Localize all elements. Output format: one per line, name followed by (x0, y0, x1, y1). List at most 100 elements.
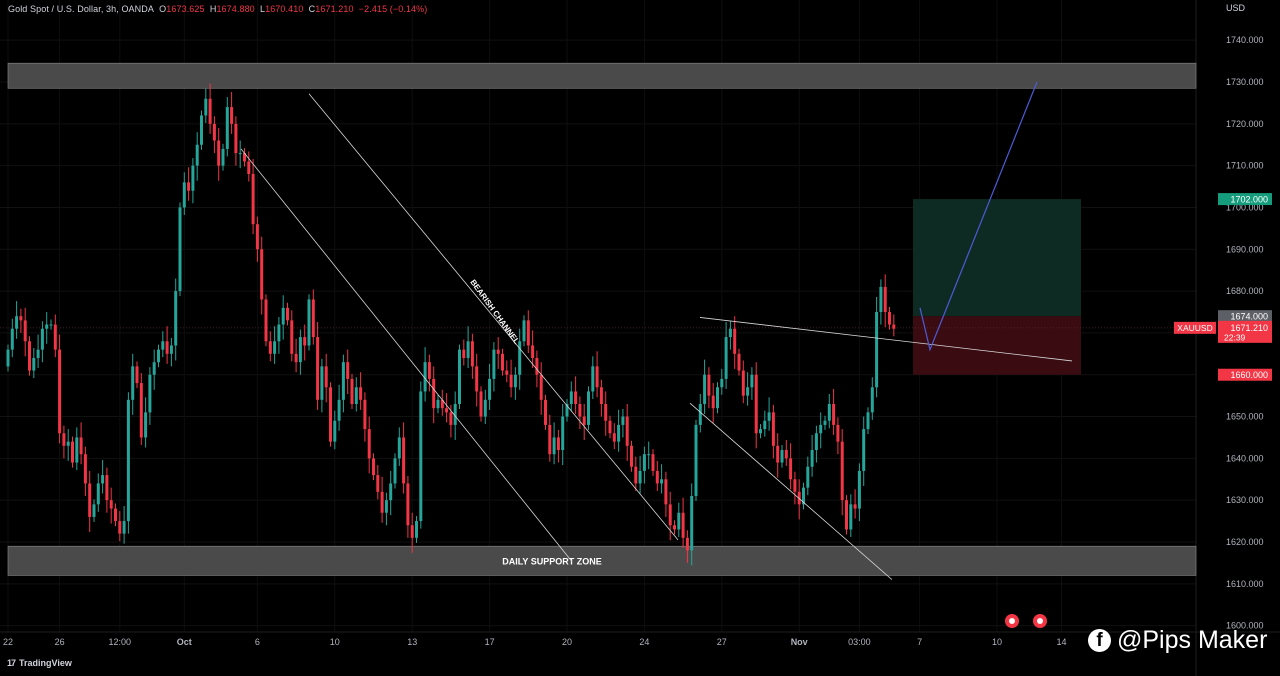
candle (376, 475, 380, 492)
candle (879, 286, 883, 313)
candle (152, 362, 156, 375)
candle (255, 224, 259, 250)
candle (114, 508, 117, 522)
candle (660, 479, 664, 484)
candle (819, 424, 823, 434)
candle (307, 299, 311, 346)
candle (582, 416, 586, 425)
candle (333, 420, 337, 442)
wedge-upper-line (699, 317, 1073, 362)
candle (492, 349, 496, 379)
candle (866, 412, 870, 430)
candle (341, 362, 345, 400)
bearish-channel-lower-line (240, 148, 573, 562)
candle (479, 391, 483, 417)
candle (432, 378, 436, 409)
tradingview-logo[interactable]: 17 TradingView (7, 658, 72, 668)
stop-price-label-bg (1218, 368, 1272, 381)
us-flag-event-icon[interactable] (1033, 614, 1047, 628)
candle (789, 458, 793, 480)
y-tick-label: 1600.000 (1226, 621, 1264, 631)
candle (135, 366, 139, 384)
candle (449, 412, 453, 425)
candle (475, 366, 479, 392)
candle (625, 416, 629, 446)
candle (294, 353, 298, 363)
candle (556, 437, 560, 451)
candle (410, 525, 414, 538)
candle (862, 429, 866, 471)
candle (126, 399, 130, 522)
symbol-tag: XAUUSD (1177, 323, 1212, 333)
candle (148, 374, 152, 413)
candle (15, 316, 19, 329)
high-label: H (209, 4, 217, 14)
y-tick-label: 1700.000 (1226, 202, 1264, 212)
candle (832, 404, 836, 425)
candle (724, 337, 728, 379)
candle (243, 153, 246, 162)
candle (23, 320, 27, 342)
candle (750, 374, 754, 388)
change-value: −2.415 (−0.14%) (358, 4, 428, 14)
candle (350, 378, 354, 405)
candle (591, 366, 595, 392)
candle (677, 512, 681, 530)
candle (634, 466, 638, 484)
y-tick-label: 1690.000 (1226, 244, 1264, 254)
candle (892, 324, 896, 329)
entry-price-label: 1674.000 (1230, 311, 1268, 321)
x-tick-label: 6 (255, 637, 260, 647)
candle (96, 483, 100, 505)
candle (638, 470, 642, 484)
us-flag-event-icon[interactable] (1005, 614, 1019, 628)
candle (453, 404, 457, 425)
candle (10, 328, 14, 350)
candle (763, 420, 767, 430)
candle (28, 341, 31, 371)
candle (88, 483, 92, 517)
candle (217, 140, 221, 166)
candle (642, 454, 646, 471)
candle (406, 483, 410, 526)
candle (630, 445, 633, 467)
candle (522, 320, 526, 342)
candle (681, 512, 685, 538)
candle (814, 433, 818, 451)
candle (509, 374, 513, 388)
candle (621, 416, 625, 425)
candle (118, 521, 122, 534)
y-tick-label: 1740.000 (1226, 35, 1264, 45)
candle (784, 450, 788, 459)
candle (569, 391, 573, 405)
candle (728, 328, 732, 338)
time-axis[interactable]: 22 26 12:00 Oct 6 10 13 17 20 24 27 Nov 03:00 7 10 14 (3, 637, 1067, 647)
y-tick-label: 1680.000 (1226, 286, 1264, 296)
candle (888, 312, 891, 325)
current-price-bg (1218, 320, 1272, 343)
candle (212, 123, 216, 141)
candle (354, 387, 358, 405)
candle (247, 161, 251, 175)
candle (741, 370, 745, 396)
candle (363, 399, 367, 430)
candle (423, 362, 427, 392)
candle (286, 307, 289, 321)
candle (771, 412, 775, 446)
candle (793, 479, 797, 492)
candle (561, 416, 565, 451)
candle (857, 470, 861, 509)
y-tick-label: 1710.000 (1226, 161, 1264, 171)
candle (75, 437, 79, 463)
zones-layer: DAILY SUPPORT ZONE (0, 62, 1197, 576)
candle (737, 353, 741, 371)
low-value: 1670.410 (265, 4, 304, 14)
x-tick-label: 22 (3, 637, 13, 647)
projection-path (919, 81, 1038, 352)
candle (806, 466, 810, 488)
candle (716, 387, 719, 409)
candle (329, 387, 332, 442)
y-tick-label: 1620.000 (1226, 537, 1264, 547)
candle (836, 424, 840, 442)
